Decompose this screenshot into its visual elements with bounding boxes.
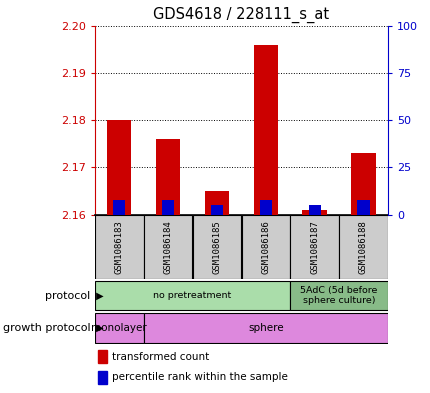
Text: monolayer: monolayer (91, 323, 147, 333)
Bar (338, 215, 387, 279)
Bar (290, 215, 338, 279)
Bar (98, 371, 106, 384)
Text: 5AdC (5d before
sphere culture): 5AdC (5d before sphere culture) (300, 286, 377, 305)
Text: protocol: protocol (45, 290, 90, 301)
Title: GDS4618 / 228111_s_at: GDS4618 / 228111_s_at (153, 7, 329, 23)
Bar (308, 205, 320, 215)
Bar (95, 281, 289, 310)
Bar (156, 139, 180, 215)
Bar (95, 313, 143, 343)
Text: growth protocol: growth protocol (3, 323, 90, 333)
Text: no pretreatment: no pretreatment (153, 291, 231, 300)
Bar (113, 200, 125, 215)
Text: ▶: ▶ (92, 323, 103, 333)
Bar (210, 205, 223, 215)
Text: GSM1086188: GSM1086188 (358, 220, 367, 274)
Bar (192, 215, 241, 279)
Bar (350, 153, 375, 215)
Bar (95, 215, 143, 279)
Bar (162, 200, 174, 215)
Bar (253, 45, 277, 215)
Text: sphere: sphere (247, 323, 283, 333)
Bar (356, 200, 369, 215)
Bar (98, 350, 106, 363)
Bar (144, 215, 192, 279)
Bar (259, 200, 271, 215)
Bar (241, 215, 289, 279)
Text: transformed count: transformed count (112, 351, 209, 362)
Bar (107, 120, 131, 215)
Bar (290, 281, 387, 310)
Text: GSM1086185: GSM1086185 (212, 220, 221, 274)
Text: percentile rank within the sample: percentile rank within the sample (112, 372, 288, 382)
Text: GSM1086183: GSM1086183 (114, 220, 123, 274)
Bar (302, 210, 326, 215)
Bar (204, 191, 229, 215)
Text: GSM1086186: GSM1086186 (261, 220, 270, 274)
Bar (144, 313, 387, 343)
Text: GSM1086184: GSM1086184 (163, 220, 172, 274)
Text: GSM1086187: GSM1086187 (310, 220, 318, 274)
Text: ▶: ▶ (92, 290, 103, 301)
